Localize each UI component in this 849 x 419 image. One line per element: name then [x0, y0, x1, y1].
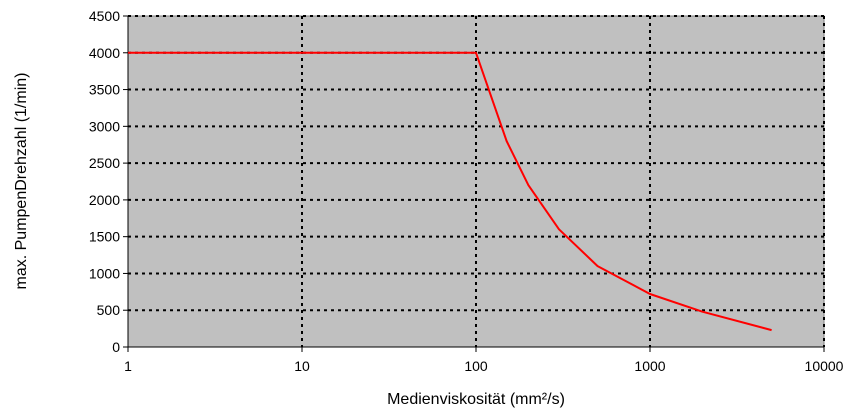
grid [128, 15, 825, 347]
y-tick-label: 1500 [89, 229, 120, 245]
x-tick-label: 1 [124, 358, 132, 374]
y-tick-label: 500 [97, 302, 121, 318]
ticks: 0 500 1000 1500 2000 2500 3000 3500 4000 4500 1 10 1… [89, 8, 844, 374]
y-tick-label: 1000 [89, 265, 120, 281]
y-axis-title: max. PumpenDrehzahl (1/min) [13, 73, 30, 290]
x-tick-label: 10 [294, 358, 310, 374]
series [128, 51, 772, 332]
y-tick-label: 3000 [89, 118, 120, 134]
y-tick-label: 2000 [89, 192, 120, 208]
x-tick-label: 100 [464, 358, 488, 374]
x-tick-label: 10000 [805, 358, 844, 374]
x-axis-title: Medienviskosität (mm²/s) [387, 391, 565, 408]
y-tick-label: 4000 [89, 45, 120, 61]
y-tick-label: 2500 [89, 155, 120, 171]
y-tick-label: 0 [112, 339, 120, 355]
series-line [128, 51, 772, 332]
y-tick-label: 3500 [89, 82, 120, 98]
x-tick-label: 1000 [634, 358, 665, 374]
y-tick-label: 4500 [89, 8, 120, 24]
